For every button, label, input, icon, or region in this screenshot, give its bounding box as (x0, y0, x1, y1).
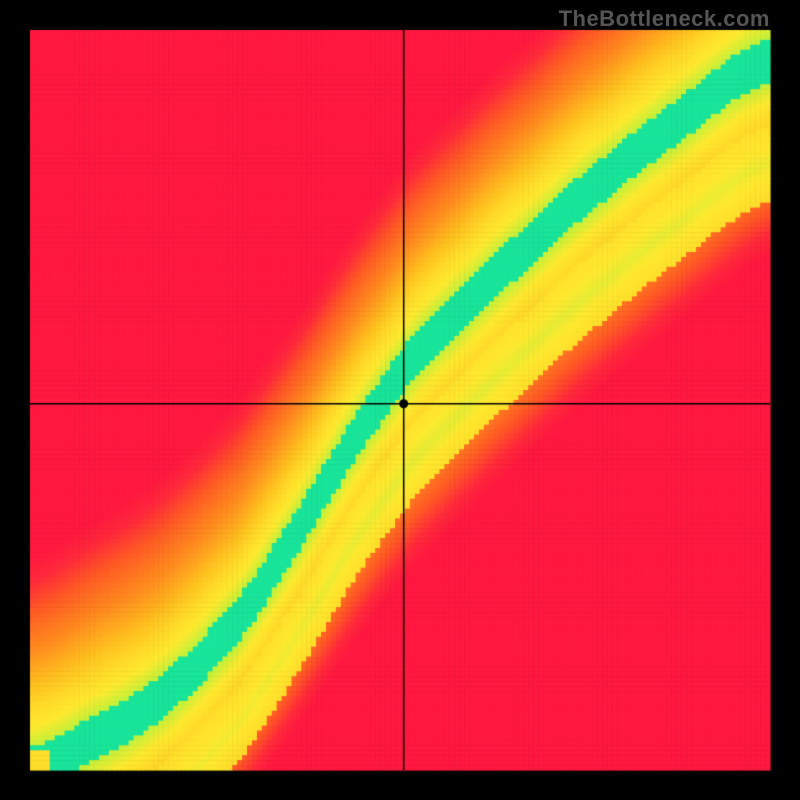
watermark-text: TheBottleneck.com (559, 6, 770, 32)
bottleneck-heatmap (0, 0, 800, 800)
